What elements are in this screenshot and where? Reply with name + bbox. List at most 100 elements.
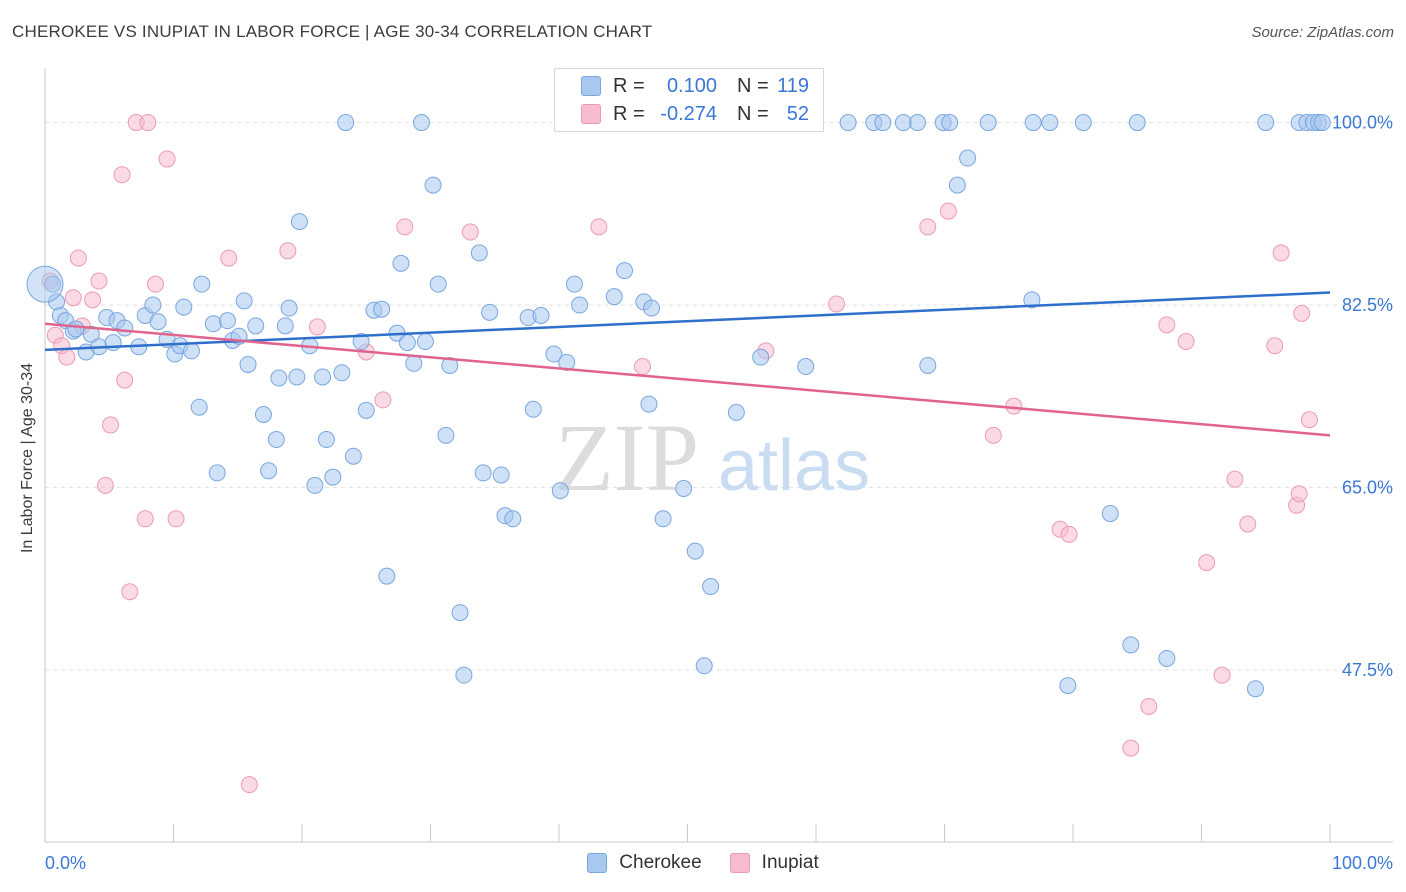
- inupiat-point: [939, 202, 957, 220]
- cherokee-point: [218, 312, 236, 330]
- chart-title: CHEROKEE VS INUPIAT IN LABOR FORCE | AGE…: [12, 22, 653, 41]
- cherokee-point: [1041, 114, 1059, 132]
- cherokee-point: [267, 431, 285, 449]
- cherokee-point: [1257, 114, 1275, 132]
- cherokee-point: [695, 657, 713, 675]
- inupiat-point: [1266, 337, 1284, 355]
- inupiat-point: [1290, 485, 1308, 503]
- cherokee-point: [405, 354, 423, 372]
- inupiat-point: [64, 289, 82, 307]
- inupiat-point: [396, 218, 414, 236]
- y-tick-label: 65.0%: [1342, 477, 1393, 497]
- cherokee-point: [357, 401, 375, 419]
- cherokee-point: [280, 299, 298, 317]
- cherokee-point: [193, 275, 211, 293]
- inupiat-point: [984, 426, 1002, 444]
- x-tick-label: 0.0%: [45, 853, 86, 873]
- inupiat-point: [1060, 525, 1078, 543]
- cherokee-point: [1023, 291, 1041, 309]
- r-value: -0.274: [660, 102, 717, 125]
- legend-row-inupiat: R = -0.274 N = 52: [555, 101, 809, 127]
- cherokee-point: [941, 114, 959, 132]
- cherokee-trend-line: [44, 291, 1331, 352]
- cherokee-point: [424, 176, 442, 194]
- cherokee-point: [306, 476, 324, 494]
- cherokee-point: [565, 275, 583, 293]
- watermark-atlas: atlas: [718, 426, 870, 506]
- cherokee-point: [675, 480, 693, 498]
- inupiat-point: [121, 583, 139, 601]
- cherokee-point: [247, 317, 265, 335]
- cherokee-point: [948, 176, 966, 194]
- inupiat-point: [139, 114, 157, 132]
- inupiat-trend-line: [44, 322, 1331, 437]
- cherokee-point: [524, 400, 542, 418]
- cherokee-point: [82, 325, 100, 343]
- cherokee-point: [959, 149, 977, 167]
- y-tick-label: 47.5%: [1342, 660, 1393, 680]
- cherokee-point: [416, 333, 434, 351]
- inupiat-point: [96, 476, 114, 494]
- inupiat-point: [147, 275, 165, 293]
- cherokee-point: [874, 114, 892, 132]
- inupiat-point: [1239, 515, 1257, 533]
- cherokee-point: [558, 353, 576, 371]
- cherokee-point: [702, 578, 720, 596]
- inupiat-point: [308, 318, 326, 336]
- cherokee-point: [643, 299, 661, 317]
- cherokee-point: [441, 357, 459, 375]
- inupiat-point: [1293, 304, 1311, 322]
- cherokee-point: [640, 395, 658, 413]
- inupiat-point: [113, 166, 131, 184]
- cherokee-point: [190, 398, 208, 416]
- cherokee-point: [1059, 677, 1077, 695]
- n-value: 52: [786, 102, 809, 125]
- cherokee-point: [392, 254, 410, 272]
- legend-item-inupiat[interactable]: Inupiat: [729, 852, 819, 874]
- cherokee-point: [116, 319, 134, 337]
- inupiat-point: [1198, 554, 1216, 572]
- n-label: N =: [737, 74, 769, 97]
- cherokee-point: [919, 357, 937, 375]
- cherokee-point: [470, 244, 488, 262]
- cherokee-point: [909, 114, 927, 132]
- inupiat-point: [1177, 333, 1195, 351]
- cherokee-point: [344, 447, 362, 465]
- y-tick-label: 100.0%: [1332, 113, 1393, 133]
- cherokee-point: [474, 464, 492, 482]
- inupiat-point: [1272, 244, 1290, 262]
- cherokee-point: [337, 114, 355, 132]
- cherokee-point: [1313, 114, 1331, 132]
- cherokee-point: [532, 306, 550, 324]
- inupiat-swatch: [581, 104, 601, 124]
- cherokee-point: [571, 296, 589, 314]
- legend-label-inupiat: Inupiat: [761, 852, 819, 873]
- inupiat-point: [84, 291, 102, 309]
- inupiat-point: [240, 776, 258, 794]
- cherokee-point: [1024, 114, 1042, 132]
- inupiat-point: [279, 242, 297, 260]
- cherokee-point: [492, 466, 510, 484]
- cherokee-point: [373, 300, 391, 318]
- inupiat-point: [1122, 739, 1140, 757]
- legend-item-cherokee[interactable]: Cherokee: [587, 852, 702, 874]
- inupiat-point: [69, 249, 87, 267]
- inupiat-point: [58, 348, 76, 366]
- inupiat-point: [461, 223, 479, 241]
- inupiat-point: [919, 218, 937, 236]
- inupiat-point: [102, 416, 120, 434]
- cherokee-point: [324, 468, 342, 486]
- inupiat-point: [828, 295, 846, 313]
- cherokee-point: [797, 358, 815, 376]
- cherokee-point: [654, 510, 672, 528]
- r-label: R =: [613, 102, 645, 125]
- n-value: 119: [777, 74, 809, 97]
- correlation-legend: R = 0.100 N = 119 R = -0.274 N = 52: [554, 68, 824, 132]
- inupiat-swatch: [729, 853, 750, 873]
- cherokee-point: [398, 334, 416, 352]
- inupiat-point: [1213, 666, 1231, 684]
- cherokee-point: [314, 368, 332, 386]
- cherokee-point: [1158, 649, 1176, 667]
- cherokee-point-large: [26, 265, 64, 303]
